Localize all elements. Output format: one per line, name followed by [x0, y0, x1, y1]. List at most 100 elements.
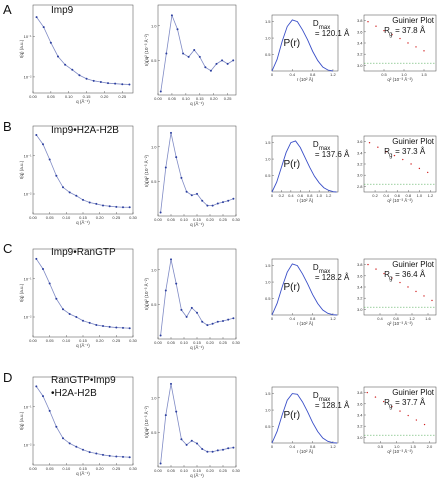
panel-b-guinier-ytick-label: 3.6: [357, 139, 363, 144]
panel-c-saxs-data-point: [68, 312, 71, 315]
panel-c-guinier-data-point: [431, 299, 433, 302]
panel-d-guinier-data-point: [374, 396, 377, 398]
panel-c-pr-xtick-label: 0.8: [310, 316, 316, 321]
panel-a-saxs-xtick-label: 0.20: [101, 94, 110, 99]
panel-b-kratky-xtick-label: 0.20: [206, 217, 215, 222]
panel-c-pr-ytick-label: 0.5: [265, 296, 271, 301]
panel-b-saxs-data-point: [68, 191, 71, 194]
panel-a-pr-label: P(r): [283, 38, 300, 49]
sample-title-c: Imp9•RanGTP: [51, 247, 116, 258]
panel-d-saxs-data-point: [128, 456, 131, 459]
panel-c-saxs-xtick-label: 0.00: [29, 338, 38, 343]
panel-d-pr-label: P(r): [283, 410, 300, 421]
panel-d-kratky-data-point: [159, 462, 162, 465]
panel-d-saxs-data-point: [55, 425, 58, 428]
panel-c-kratky-xtick-label: 0.25: [219, 340, 228, 345]
panel-b-guinier-data-point: [368, 142, 371, 144]
panel-d-saxs-data-point: [48, 409, 51, 412]
panel-d-guinier-ytick-label: 3.6: [357, 401, 363, 406]
panel-d-guinier-xtick-label: 1.5: [410, 444, 416, 449]
panel-a-guinier-data-point: [391, 33, 393, 36]
panel-a-pr-ytick-label: 0.5: [265, 52, 271, 57]
panel-b-pr-xtick-label: 1.0: [316, 193, 322, 198]
panel-b-guinier-xtick-label: 0.4: [383, 193, 389, 198]
panel-a-saxs-xtick-label: 0.25: [118, 94, 127, 99]
panel-c-pr-xtick-label: 0.4: [290, 316, 296, 321]
panel-a-pr-ytick-label: 1.0: [265, 36, 271, 41]
panel-b-kratky-xtick-label: 0.00: [154, 217, 163, 222]
panel-c-guinier-data-point: [375, 268, 377, 270]
panel-d-saxs-frame: [32, 376, 134, 466]
panel-d-kratky-ytick-label: 0.5: [151, 430, 157, 435]
panel-a-saxs-data-point: [114, 82, 117, 85]
panel-b-saxs-data-point: [88, 201, 91, 204]
panel-d-kratky-data-point: [201, 448, 204, 450]
panel-c-guinier-data-point: [423, 295, 425, 297]
panel-a-guinier-rg-value: = 37.8 Å: [395, 26, 426, 35]
panel-a-saxs-data-point: [64, 63, 67, 66]
panel-b-pr-xtick-label: 1.2: [326, 193, 332, 198]
panel-a-kratky-data-point: [198, 55, 201, 58]
panel-b-pr-xtick-label: 0.8: [307, 193, 313, 198]
panel-d-guinier-data-point: [407, 414, 409, 417]
panel-b-guinier-data-point: [418, 167, 421, 170]
panel-d-guinier-title: Guinier Plot: [392, 388, 435, 397]
panel-b-kratky-ylabel: I(q)q² (10⁻³ Å⁻²): [143, 155, 149, 188]
panel-d-saxs-xtick-label: 0.05: [46, 466, 55, 471]
panel-c-pr-dmax-sub: max: [319, 269, 330, 275]
panel-c-saxs-data-point: [88, 321, 91, 324]
panel-b-guinier-rg-label: R: [384, 147, 390, 156]
panel-b-guinier-data-point: [426, 171, 429, 174]
panel-d-pr-dmax-sub: max: [319, 397, 330, 403]
panel-d-guinier-xtick-label: 0.5: [378, 444, 384, 449]
panel-c-guinier-xlabel: q² (10⁻³ Å⁻²): [387, 320, 413, 326]
panel-b-guinier-rg-value: = 37.3 Å: [395, 147, 426, 156]
panel-a-saxs-data-point: [92, 79, 95, 82]
panel-b-guinier-data-point: [410, 163, 412, 165]
panel-a-kratky-data-point: [204, 66, 207, 69]
panel-b-guinier-rg-sub: g: [389, 153, 392, 159]
panel-a-kratky-ytick-label: 0.5: [151, 58, 157, 63]
panel-c-kratky-data-point: [222, 320, 224, 322]
panel-letter-d: D: [3, 370, 13, 385]
panel-b-kratky-data-point: [190, 194, 193, 197]
panel-c-saxs-series-trace: [35, 258, 130, 329]
panel-c-saxs-data-point: [122, 326, 124, 329]
panel-a-kratky-xtick-label: 0.00: [154, 96, 163, 101]
panel-d-guinier-xtick-label: 2.0: [427, 444, 433, 449]
panel-a-guinier-ytick-label: 3.4: [357, 41, 363, 46]
panel-c-pr-xlabel: r (10² Å): [297, 320, 314, 326]
panel-d-kratky-data-point: [180, 438, 183, 441]
panel-d-saxs-data-point: [102, 453, 104, 456]
panel-a-guinier-data-point: [383, 29, 385, 32]
panel-a-guinier-xtick-label: 0.5: [381, 72, 387, 77]
panel-d-saxs-data-point: [35, 385, 38, 388]
panel-a-saxs-ytick-label: 10⁻²: [24, 74, 33, 79]
panel-a-kratky-data-point: [215, 62, 218, 65]
panel-a-guinier-xtick-label: 1.0: [401, 72, 407, 77]
panel-b-saxs-data-point: [122, 206, 124, 209]
panel-a-kratky-ytick-label: 1.0: [151, 23, 157, 28]
panel-b-guinier-xtick-label: 1.0: [417, 193, 423, 198]
panel-b-saxs-xlabel: q (Å⁻¹): [76, 219, 90, 225]
panel-b-kratky-data-point: [222, 201, 224, 204]
panel-b-saxs-data-point: [35, 133, 38, 136]
panel-b-pr-ytick-label: 1.5: [265, 140, 271, 145]
panel-b-kratky-xtick-label: 0.15: [193, 217, 202, 222]
panel-d-pr-xtick-label: 0: [271, 444, 274, 449]
panel-b-kratky-xtick-label: 0.10: [180, 217, 189, 222]
panel-a-kratky-data-point: [226, 62, 229, 65]
panel-b-guinier-data-point: [385, 150, 387, 153]
panel-b-saxs-data-point: [62, 186, 64, 189]
panel-b-kratky-xtick-label: 0.05: [167, 217, 176, 222]
panel-a-saxs-ylabel: I(q) (a.u.): [19, 39, 24, 58]
panel-c-saxs-data-point: [62, 308, 64, 311]
panel-b-saxs-xtick-label: 0.20: [96, 215, 105, 220]
panel-c-guinier-title: Guinier Plot: [392, 260, 435, 269]
panel-c-saxs-data-point: [102, 325, 104, 328]
panel-c-guinier-data-point: [367, 263, 369, 266]
panel-d-pr-ytick-label: 1.5: [265, 391, 271, 396]
panel-letter-c: C: [3, 241, 13, 256]
panel-b-saxs-data-point: [95, 202, 98, 205]
panel-c-pr-label: P(r): [283, 282, 300, 293]
